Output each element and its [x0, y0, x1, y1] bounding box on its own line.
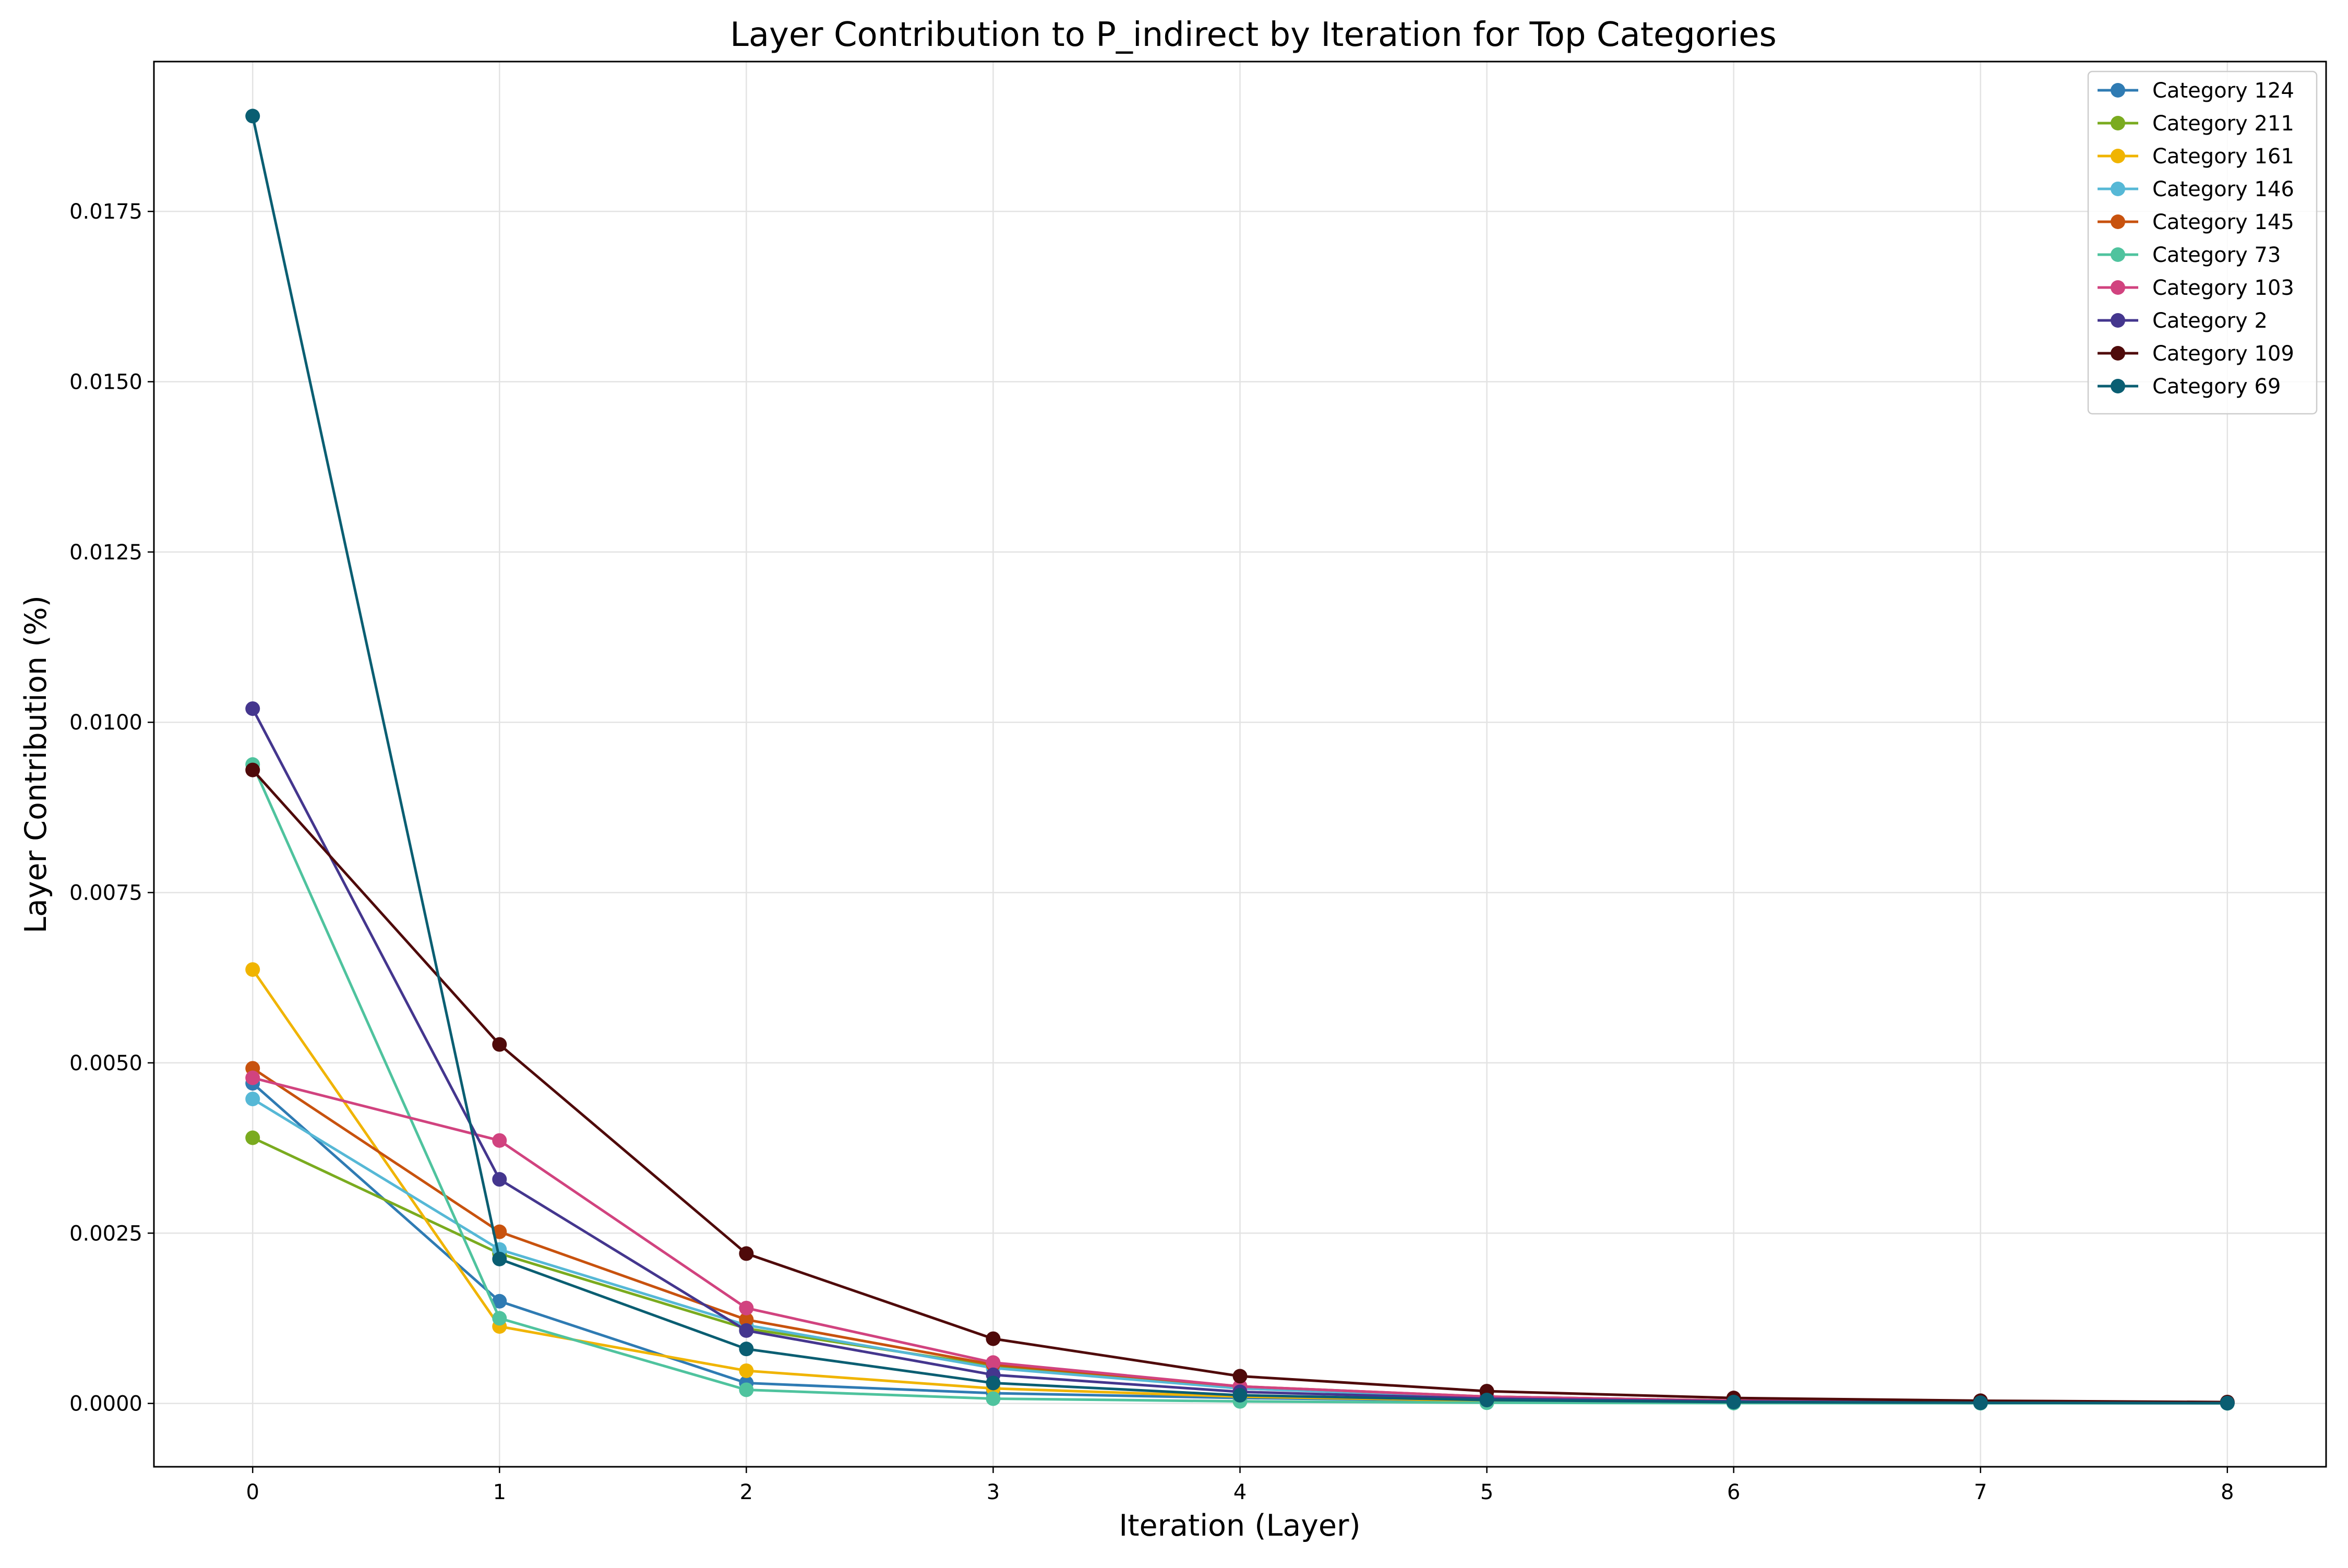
- legend-label: Category 145: [2152, 210, 2294, 234]
- x-tick-label: 2: [740, 1480, 753, 1504]
- legend-label: Category 103: [2152, 276, 2294, 300]
- y-axis-label: Layer Contribution (%): [19, 595, 53, 933]
- series-group: [245, 109, 2235, 1411]
- data-point: [739, 1323, 754, 1338]
- data-point: [739, 1342, 754, 1357]
- x-tick-label: 4: [1233, 1480, 1247, 1504]
- data-point: [2220, 1395, 2235, 1410]
- chart-title: Layer Contribution to P_indirect by Iter…: [730, 16, 1777, 54]
- legend-item: Category 124: [2098, 79, 2294, 103]
- data-point: [739, 1312, 754, 1327]
- legend-label: Category 124: [2152, 79, 2294, 103]
- legend-marker: [2111, 313, 2125, 328]
- data-point: [739, 1363, 754, 1378]
- x-tick-label: 5: [1480, 1480, 1493, 1504]
- data-point: [245, 1130, 260, 1145]
- data-point: [986, 1331, 1001, 1346]
- data-point: [245, 962, 260, 977]
- data-point: [1726, 1394, 1741, 1409]
- data-point: [245, 701, 260, 716]
- x-tick-label: 8: [2221, 1480, 2234, 1504]
- axes: 0 1 2 3 4 5 6 7 8 0.0000 0.0025 0.0050 0.0075 0.0100 0…: [69, 200, 2234, 1504]
- y-tick-label: 0.0050: [69, 1051, 142, 1075]
- legend-item: Category 109: [2098, 342, 2294, 366]
- legend-label: Category 161: [2152, 145, 2294, 169]
- data-point: [739, 1382, 754, 1397]
- legend: Category 124 Category 211 Category 161 Cate…: [2087, 70, 2318, 415]
- series: [245, 762, 2235, 1409]
- legend-box: [2087, 70, 2318, 415]
- grid: [154, 62, 2326, 1467]
- legend-item: Category 69: [2098, 375, 2281, 399]
- data-point: [1973, 1395, 1988, 1410]
- legend-label: Category 109: [2152, 342, 2294, 366]
- x-tick-label: 1: [493, 1480, 506, 1504]
- x-axis-label: Iteration (Layer): [1119, 1509, 1360, 1543]
- legend-marker: [2111, 379, 2125, 393]
- series: [245, 109, 2235, 1410]
- x-tick-label: 7: [1974, 1480, 1987, 1504]
- legend-marker: [2111, 83, 2125, 98]
- legend-marker: [2111, 280, 2125, 295]
- legend-marker: [2111, 182, 2125, 196]
- data-point: [492, 1311, 507, 1326]
- legend-marker: [2111, 149, 2125, 163]
- y-tick-label: 0.0125: [69, 541, 142, 565]
- data-point: [492, 1224, 507, 1239]
- legend-marker: [2111, 116, 2125, 130]
- data-point: [245, 1092, 260, 1107]
- y-tick-label: 0.0175: [69, 200, 142, 224]
- data-point: [1232, 1387, 1248, 1403]
- legend-item: Category 161: [2098, 145, 2294, 169]
- y-tick-label: 0.0150: [69, 370, 142, 394]
- legend-item: Category 73: [2098, 243, 2281, 267]
- data-point: [492, 1037, 507, 1052]
- y-tick-label: 0.0100: [69, 711, 142, 735]
- data-point: [492, 1133, 507, 1148]
- x-tick-label: 0: [246, 1480, 259, 1504]
- legend-item: Category 146: [2098, 177, 2294, 201]
- data-point: [1479, 1393, 1494, 1408]
- legend-item: Category 211: [2098, 112, 2294, 136]
- y-tick-label: 0.0025: [69, 1222, 142, 1246]
- legend-item: Category 103: [2098, 276, 2294, 300]
- legend-label: Category 211: [2152, 112, 2294, 136]
- x-tick-label: 6: [1727, 1480, 1740, 1504]
- legend-item: Category 145: [2098, 210, 2294, 234]
- data-point: [986, 1391, 1001, 1406]
- legend-item: Category 2: [2098, 309, 2268, 333]
- legend-label: Category 69: [2152, 375, 2281, 399]
- data-point: [986, 1355, 1001, 1370]
- data-point: [986, 1375, 1001, 1391]
- data-point: [245, 762, 260, 777]
- data-point: [1232, 1369, 1248, 1384]
- data-point: [492, 1251, 507, 1266]
- data-point: [492, 1172, 507, 1187]
- legend-label: Category 73: [2152, 243, 2281, 267]
- legend-label: Category 2: [2152, 309, 2268, 333]
- data-point: [245, 109, 260, 124]
- legend-label: Category 146: [2152, 177, 2294, 201]
- data-point: [492, 1294, 507, 1309]
- legend-marker: [2111, 247, 2125, 262]
- legend-marker: [2111, 346, 2125, 361]
- data-point: [245, 1070, 260, 1085]
- y-tick-label: 0.0000: [69, 1392, 142, 1416]
- data-point: [739, 1300, 754, 1315]
- x-tick-label: 3: [987, 1480, 1000, 1504]
- y-tick-label: 0.0075: [69, 881, 142, 905]
- legend-marker: [2111, 214, 2125, 229]
- data-point: [739, 1246, 754, 1261]
